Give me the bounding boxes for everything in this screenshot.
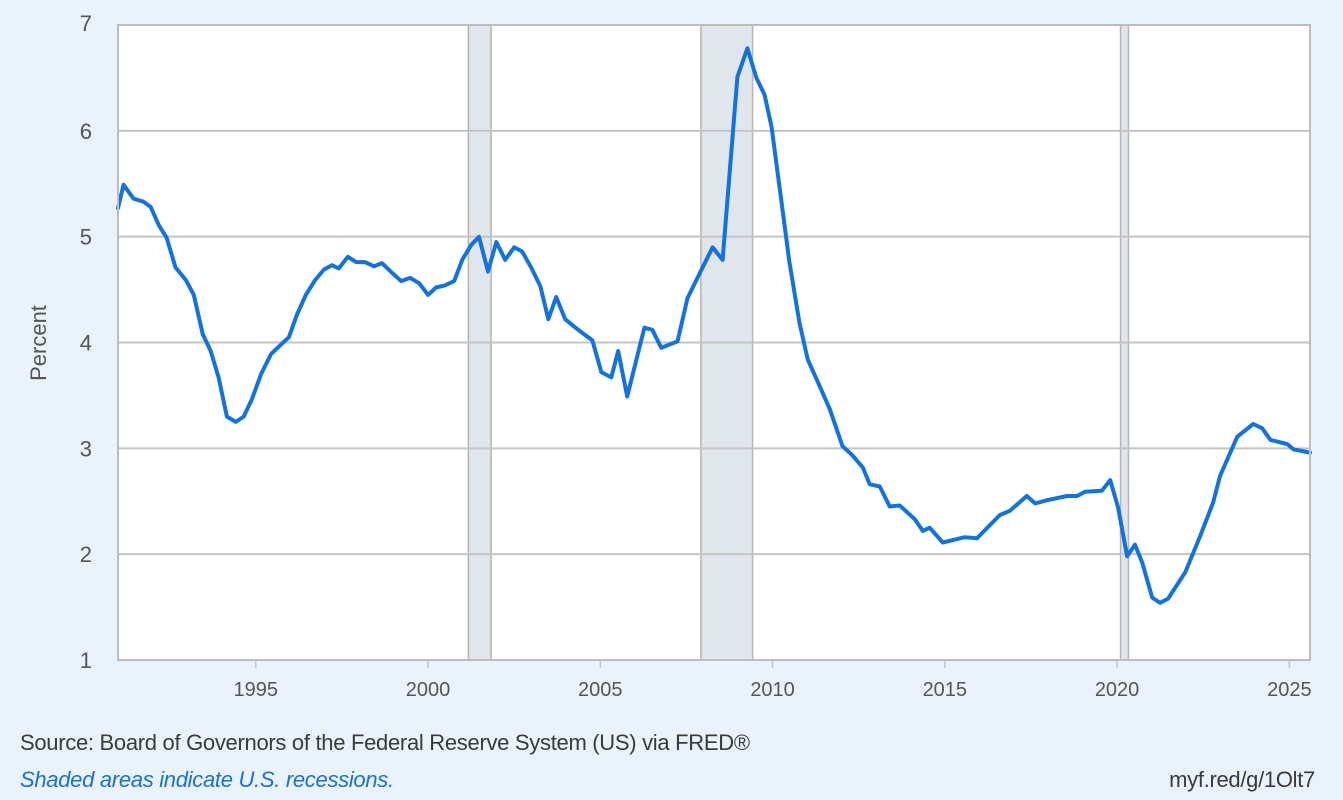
x-tick-label: 1995 bbox=[234, 679, 279, 701]
recession-note[interactable]: Shaded areas indicate U.S. recessions. bbox=[20, 767, 394, 792]
x-tick-label: 2020 bbox=[1095, 679, 1140, 701]
y-tick-label: 7 bbox=[80, 11, 92, 36]
x-tick-label: 2010 bbox=[750, 679, 795, 701]
y-tick-label: 5 bbox=[80, 225, 92, 250]
y-tick-label: 2 bbox=[80, 542, 92, 567]
series-line bbox=[116, 46, 1312, 605]
x-tick-label: 2015 bbox=[923, 679, 968, 701]
x-tick-label: 2000 bbox=[406, 679, 451, 701]
y-tick-label: 3 bbox=[80, 436, 92, 461]
source-text: Source: Board of Governors of the Federa… bbox=[20, 730, 750, 755]
y-tick-label: 1 bbox=[80, 648, 92, 673]
y-tick-label: 6 bbox=[80, 119, 92, 144]
plot-frame bbox=[117, 24, 1311, 661]
short-url[interactable]: myf.red/g/1Olt7 bbox=[1169, 767, 1315, 792]
y-tick-label: 4 bbox=[80, 331, 92, 356]
x-tick-label: 2025 bbox=[1267, 679, 1312, 701]
x-tick-label: 2005 bbox=[578, 679, 623, 701]
y-axis-label: Percent bbox=[26, 305, 51, 381]
